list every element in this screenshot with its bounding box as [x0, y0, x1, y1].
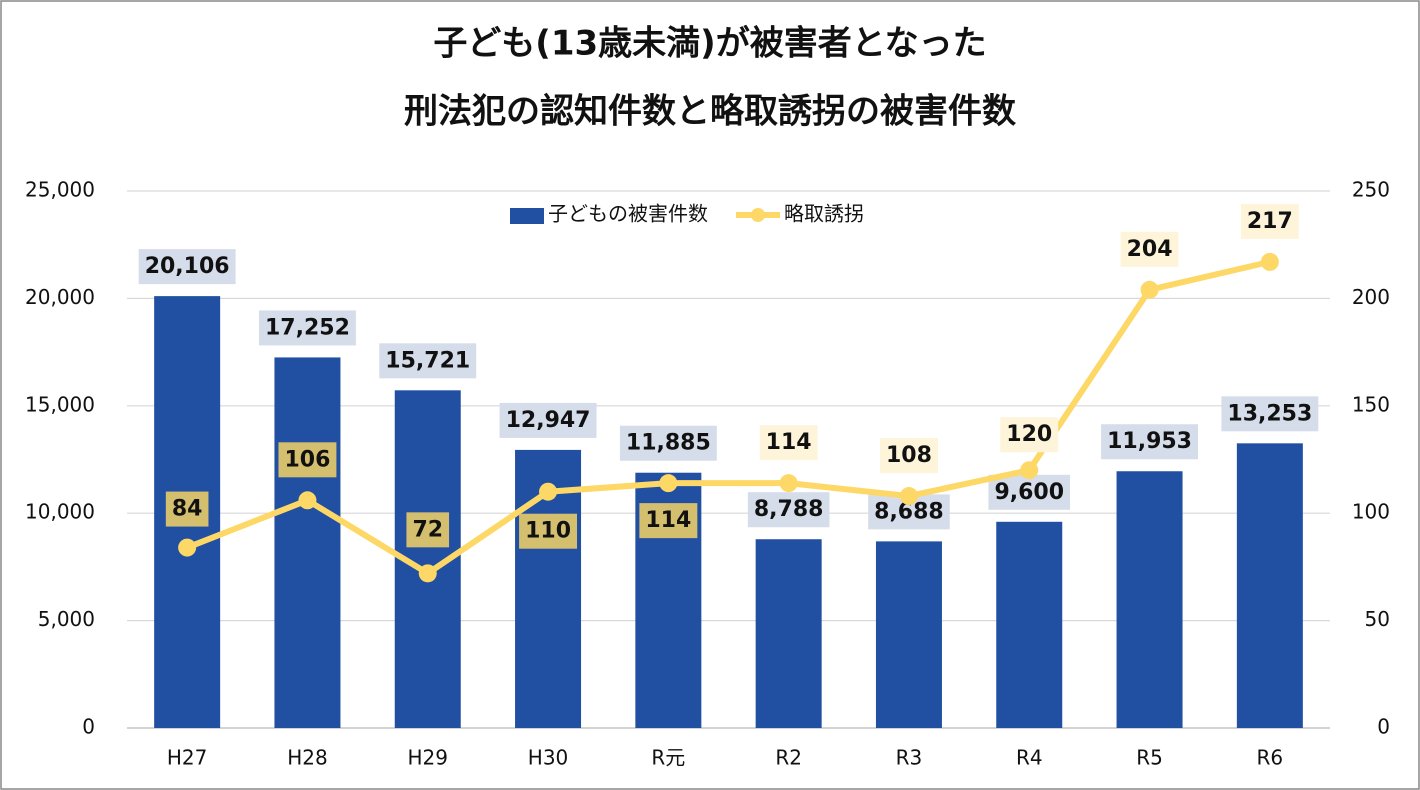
data-label: 114 [766, 430, 812, 455]
label-background [499, 402, 597, 438]
y2-tick-label: 150 [1352, 392, 1390, 416]
data-label: 13,253 [1227, 401, 1312, 426]
bar [1236, 443, 1303, 728]
bar [996, 521, 1063, 728]
label-background [1221, 396, 1319, 432]
label-background [619, 425, 717, 461]
data-label: 84 [172, 497, 203, 522]
label-background [1101, 424, 1199, 460]
line-point [298, 491, 317, 510]
label-background [379, 343, 477, 379]
line-point [659, 474, 678, 493]
data-label: 9,600 [994, 480, 1064, 505]
y-tick-label: 20,000 [25, 285, 95, 309]
chart-title: 刑法犯の認知件数と略取誘拐の被害件数 [404, 92, 1016, 132]
label-background [1240, 203, 1299, 239]
legend-swatch [510, 208, 544, 224]
data-label: 20,106 [145, 254, 230, 279]
x-tick-label: R元 [651, 746, 685, 770]
data-label: 17,252 [265, 315, 350, 340]
legend-swatch [751, 208, 765, 222]
x-tick-label: H27 [167, 746, 208, 770]
label-background [639, 503, 698, 539]
y2-tick-label: 200 [1352, 285, 1390, 309]
line-point [178, 538, 197, 557]
legend-label: 子どもの被害件数 [548, 202, 708, 226]
data-label: 108 [886, 443, 932, 468]
data-label: 106 [284, 447, 330, 472]
y2-tick-label: 250 [1352, 178, 1390, 202]
data-label: 204 [1127, 237, 1173, 262]
y-tick-label: 15,000 [25, 392, 95, 416]
label-background [406, 512, 450, 548]
data-label: 217 [1247, 209, 1293, 234]
y-tick-label: 10,000 [25, 500, 95, 524]
label-background [1000, 417, 1059, 453]
label-background [759, 425, 818, 461]
y2-tick-label: 50 [1365, 607, 1390, 631]
data-label: 114 [645, 508, 691, 533]
y2-tick-label: 0 [1377, 715, 1390, 739]
y-tick-label: 25,000 [25, 178, 95, 202]
line-point [539, 482, 558, 501]
bar [1116, 471, 1183, 728]
bar [274, 357, 341, 728]
line-point [418, 564, 437, 583]
label-background [138, 249, 236, 285]
label-background [988, 474, 1071, 510]
y2-tick-label: 100 [1352, 500, 1390, 524]
bar [755, 539, 822, 728]
line-point [1140, 280, 1159, 299]
data-label: 15,721 [385, 348, 470, 373]
label-background [165, 491, 209, 527]
label-background [879, 438, 938, 474]
y-tick-label: 5,000 [38, 607, 95, 631]
label-background [519, 513, 578, 549]
data-label: 12,947 [506, 408, 591, 433]
label-background [278, 442, 337, 478]
line-point [779, 474, 798, 493]
data-label: 72 [412, 517, 443, 542]
y-tick-label: 0 [82, 715, 95, 739]
data-label: 110 [525, 519, 571, 544]
x-tick-label: R6 [1257, 746, 1284, 770]
x-tick-label: H30 [528, 746, 569, 770]
x-tick-label: R2 [775, 746, 802, 770]
label-background [258, 310, 356, 346]
x-tick-label: R5 [1136, 746, 1163, 770]
line-point [1260, 252, 1279, 271]
label-background [1120, 231, 1179, 267]
legend-label: 略取誘拐 [784, 202, 864, 226]
data-label: 120 [1006, 422, 1052, 447]
x-tick-label: H29 [408, 746, 449, 770]
data-label: 11,885 [626, 431, 711, 456]
x-tick-label: R3 [896, 746, 923, 770]
label-background [747, 492, 830, 528]
line-point [899, 487, 918, 506]
line-point [1020, 461, 1039, 480]
chart-title: 子ども(13歳未満)が被害者となった [433, 24, 986, 64]
bar [875, 541, 942, 728]
x-tick-label: H28 [287, 746, 328, 770]
data-label: 11,953 [1107, 429, 1192, 454]
line [186, 258, 1271, 577]
x-tick-label: R4 [1016, 746, 1043, 770]
data-label: 8,788 [754, 497, 824, 522]
